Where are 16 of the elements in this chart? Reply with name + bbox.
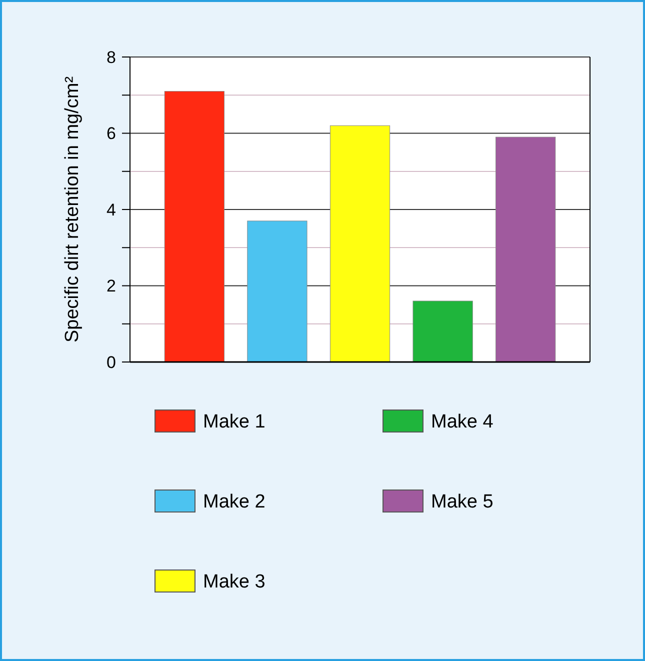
bar [496, 136, 556, 362]
legend-label: Make 4 [431, 412, 494, 433]
bar [412, 300, 473, 362]
legend-label: Make 3 [203, 572, 266, 593]
legend-label: Make 2 [203, 492, 266, 513]
y-tick-label: 2 [106, 276, 116, 296]
y-axis-title: Specific dirt retention in mg/cm² [62, 76, 83, 343]
bar [164, 91, 224, 362]
y-tick-label: 6 [106, 124, 116, 144]
legend-label: Make 1 [203, 412, 266, 433]
bar [330, 125, 390, 362]
legend-label: Make 5 [431, 492, 494, 513]
y-tick-label: 0 [106, 352, 116, 372]
y-tick-label: 4 [106, 200, 116, 220]
y-tick-label: 8 [106, 48, 116, 67]
bar [247, 220, 308, 362]
